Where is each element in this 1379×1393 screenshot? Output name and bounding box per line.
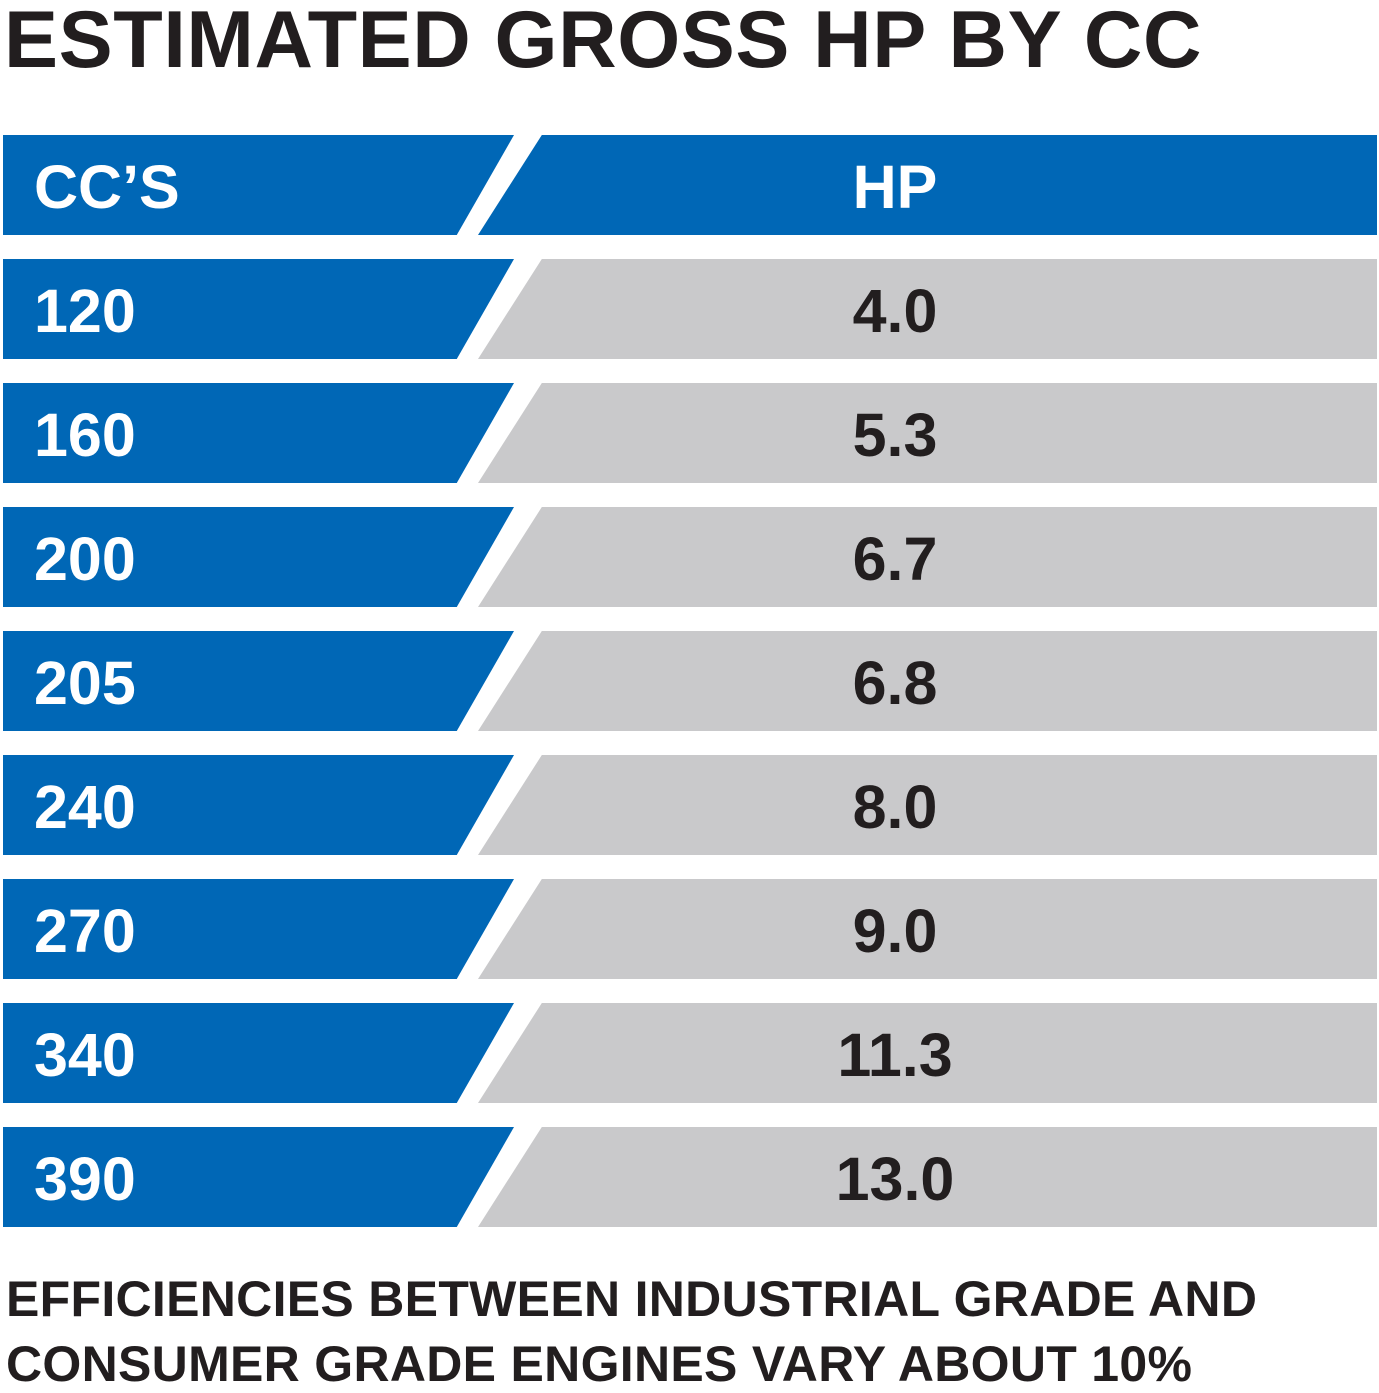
cc-value: 240 — [34, 773, 136, 841]
hp-value: 4.0 — [852, 277, 938, 345]
cc-value: 270 — [34, 897, 136, 965]
cc-value: 120 — [34, 277, 136, 345]
cc-value: 340 — [34, 1021, 136, 1089]
hp-value: 13.0 — [835, 1145, 955, 1213]
cc-cell — [3, 259, 514, 359]
table-row: 270 9.0 — [0, 879, 1379, 979]
hp-value: 11.3 — [837, 1021, 953, 1089]
table-row: 390 13.0 — [0, 1127, 1379, 1227]
cc-cell — [3, 879, 514, 979]
table-header-row: CC’S HP — [0, 135, 1379, 235]
hp-cell — [478, 383, 1377, 483]
hp-cell — [478, 755, 1377, 855]
hp-value: 9.0 — [852, 897, 938, 965]
footnote-line-1: EFFICIENCIES BETWEEN INDUSTRIAL GRADE AN… — [6, 1271, 1258, 1327]
table-row: 205 6.8 — [0, 631, 1379, 731]
cc-cell — [3, 1003, 514, 1103]
table-row: 160 5.3 — [0, 383, 1379, 483]
hp-value: 6.8 — [852, 649, 938, 717]
header-cc-label: CC’S — [34, 153, 180, 221]
cc-value: 390 — [34, 1145, 136, 1213]
cc-value: 205 — [34, 649, 136, 717]
cc-cell — [3, 631, 514, 731]
hp-cell — [478, 1003, 1377, 1103]
hp-cell — [478, 879, 1377, 979]
table-row: 340 11.3 — [0, 1003, 1379, 1103]
table-row: 240 8.0 — [0, 755, 1379, 855]
hp-cell — [478, 631, 1377, 731]
cc-cell — [3, 507, 514, 607]
page-title: ESTIMATED GROSS HP BY CC — [4, 0, 1203, 85]
header-hp-label: HP — [852, 153, 938, 221]
header-cell-cc — [3, 135, 514, 235]
header-cell-hp — [478, 135, 1377, 235]
hp-cell — [478, 507, 1377, 607]
hp-value: 6.7 — [852, 525, 938, 593]
hp-value: 5.3 — [852, 401, 938, 469]
hp-cell — [478, 259, 1377, 359]
cc-cell — [3, 383, 514, 483]
hp-value: 8.0 — [852, 773, 938, 841]
hp-cell — [478, 1127, 1377, 1227]
cc-value: 160 — [34, 401, 136, 469]
cc-value: 200 — [34, 525, 136, 593]
cc-cell — [3, 755, 514, 855]
table-row: 120 4.0 — [0, 259, 1379, 359]
footnote-line-2: CONSUMER GRADE ENGINES VARY ABOUT 10% — [6, 1336, 1193, 1392]
table-row: 200 6.7 — [0, 507, 1379, 607]
cc-cell — [3, 1127, 514, 1227]
